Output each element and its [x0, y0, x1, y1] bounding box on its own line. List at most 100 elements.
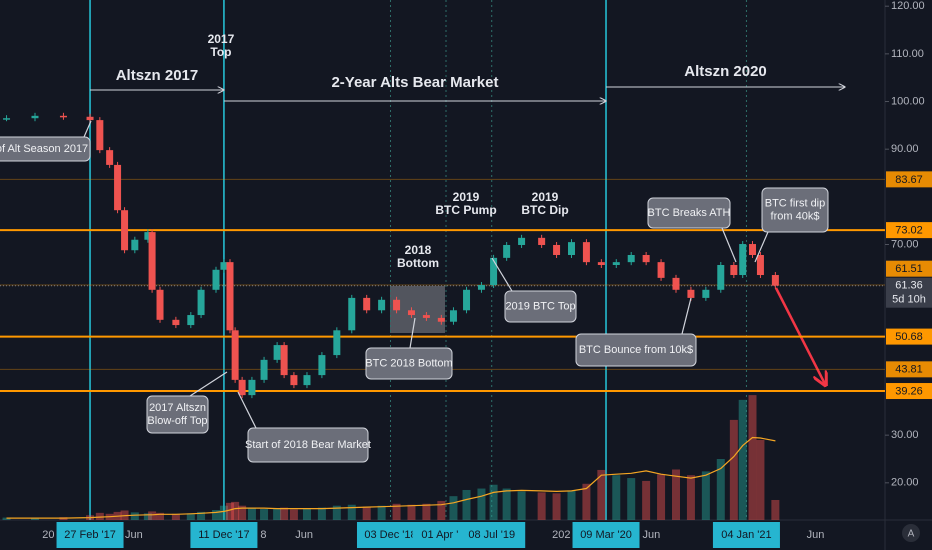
volume-bar: [729, 419, 738, 520]
volume-bar: [517, 491, 526, 520]
volume-bar: [30, 517, 39, 520]
candle: [31, 115, 39, 119]
candle: [749, 244, 757, 255]
candle: [260, 359, 268, 380]
candle: [739, 244, 747, 276]
callout-text: of Alt Season 2017: [0, 143, 88, 155]
callout-text: BTC Bounce from 10k$: [579, 344, 693, 356]
candle: [273, 345, 281, 360]
callout-box: [365, 347, 453, 380]
note: 2018: [405, 243, 432, 257]
candle: [730, 265, 738, 276]
volume-bar: [273, 508, 282, 520]
callout-pointer: [237, 391, 257, 429]
candle: [717, 265, 725, 290]
volume-bar: [302, 508, 311, 520]
level-label-box: [886, 328, 932, 345]
candle: [477, 285, 485, 290]
plot-layer: [0, 0, 885, 520]
candle: [156, 289, 164, 320]
volume-bar: [289, 509, 298, 520]
y-tick-label: 90.00: [891, 143, 919, 155]
volume-bar: [95, 512, 104, 520]
candle: [226, 262, 234, 331]
candle: [96, 120, 104, 151]
period-label: Altszn 2017: [116, 67, 199, 84]
volume-bar: [686, 475, 695, 520]
candle: [597, 262, 605, 266]
candle: [518, 237, 526, 245]
volume-bar: [671, 469, 680, 520]
callout-box: [0, 136, 91, 162]
x-tick-label: 27 Feb '17: [64, 529, 116, 541]
candle: [106, 150, 114, 165]
callout-box: [761, 187, 829, 233]
candle: [463, 289, 471, 311]
volume-bar: [462, 489, 471, 520]
volume-bar: [347, 504, 356, 520]
volume-bar: [280, 507, 289, 520]
callout-box: [247, 427, 369, 463]
candle: [144, 232, 152, 240]
volume-bar: [567, 490, 576, 520]
callout-box: [575, 333, 697, 367]
volume-bar: [143, 513, 152, 520]
volume-bar: [407, 504, 416, 520]
candle: [131, 239, 139, 251]
candle: [490, 257, 498, 286]
candle: [612, 262, 620, 266]
candle: [148, 232, 156, 290]
volume-bar: [212, 509, 221, 520]
volume-bar: [156, 512, 165, 520]
volume-bar: [422, 503, 431, 520]
candle: [318, 355, 326, 376]
candle: [220, 262, 228, 270]
candle: [422, 315, 430, 318]
callout-box: [504, 290, 577, 323]
volume-ma: [6, 436, 776, 519]
volume-bar: [392, 503, 401, 520]
y-tick-label: 70.00: [891, 238, 919, 250]
y-tick-label: 100.00: [891, 95, 925, 107]
volume-bar: [552, 493, 561, 520]
note: 2019: [532, 190, 559, 204]
volume-bar: [582, 483, 591, 520]
callout-pointer: [409, 317, 416, 349]
note: 2017: [208, 32, 235, 46]
volume-bar: [502, 488, 511, 520]
candle: [114, 164, 122, 211]
volume-bar: [2, 517, 11, 520]
volume-bar: [219, 505, 228, 520]
x-tick-highlight: [712, 522, 780, 548]
x-tick-highlight: [458, 522, 526, 548]
level-label: 43.81: [895, 364, 923, 376]
last-price-box: [886, 277, 932, 308]
level-label: 73.02: [895, 225, 923, 237]
volume-bar: [231, 501, 240, 520]
volume-bar: [477, 488, 486, 520]
volume-bar: [657, 474, 666, 520]
volume-bar: [225, 502, 234, 520]
candle: [567, 242, 575, 255]
volume-bar: [642, 480, 651, 520]
volume-bar: [489, 484, 498, 520]
auto-scale-button[interactable]: [902, 524, 920, 542]
level-label-box: [886, 222, 932, 239]
volume-bar: [537, 492, 546, 520]
callout-pointer: [491, 257, 513, 292]
volume-bar: [449, 496, 458, 520]
volume-bar: [627, 478, 636, 520]
x-tick-label: 20: [42, 529, 54, 541]
candle: [121, 210, 129, 251]
auto-scale-label[interactable]: A: [908, 529, 915, 540]
candle: [393, 299, 401, 311]
last-price-label: 61.36: [895, 280, 923, 292]
y-tick-label: 20.00: [891, 477, 919, 489]
level-label: 83.67: [895, 174, 923, 186]
candle: [771, 275, 779, 286]
x-tick-label: Jun: [807, 529, 825, 541]
volume-bar: [186, 513, 195, 520]
candle: [238, 379, 246, 396]
level-label: 39.26: [895, 385, 923, 397]
